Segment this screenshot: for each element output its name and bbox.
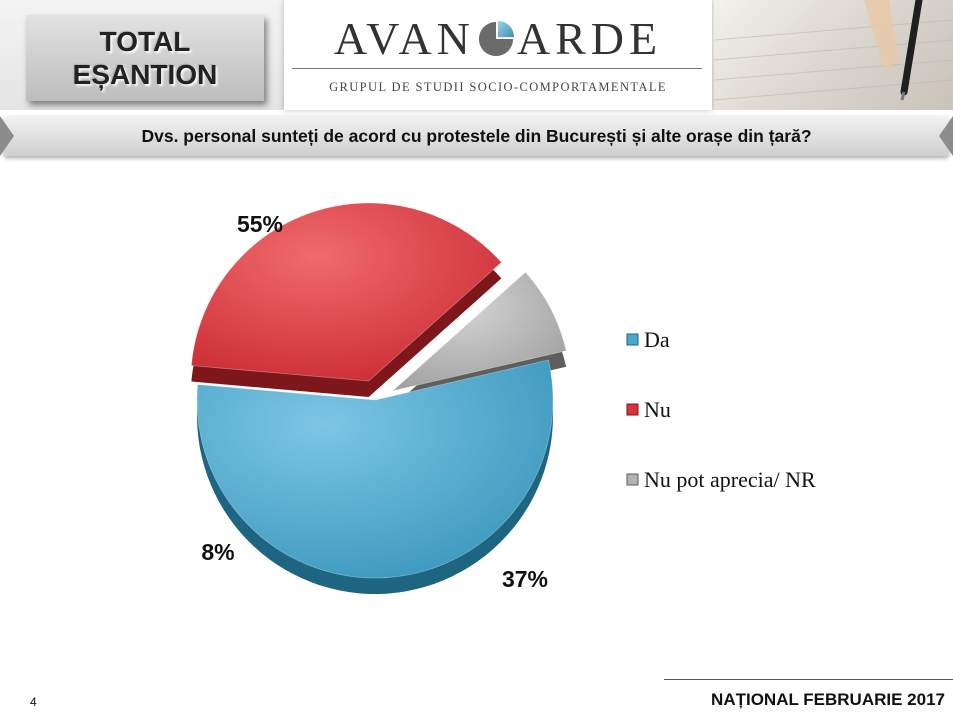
data-label-da: 55% <box>237 211 283 237</box>
badge-line-1: TOTAL <box>99 26 191 57</box>
logo-wordmark: AVAN ARDE <box>284 12 712 65</box>
logo-divider <box>292 68 702 69</box>
pie-slice-nu <box>190 202 502 382</box>
logo-subtitle: GRUPUL DE STUDII SOCIO-COMPORTAMENTALE <box>329 80 667 94</box>
data-label-nu: 37% <box>502 566 548 592</box>
page-number: 4 <box>30 695 37 709</box>
header-photo <box>714 0 953 110</box>
legend-label-da: Da <box>644 327 670 352</box>
pie-slice-nu-pot-aprecia-nr <box>392 271 567 392</box>
legend-label-nu-pot-aprecia-nr: Nu pot aprecia/ NR <box>644 467 816 492</box>
logo-g-icon <box>478 20 514 57</box>
data-label-nu-pot-aprecia-nr: 8% <box>201 539 234 565</box>
header: TOTAL EȘANTION AVAN ARDE GRUPUL DE STUDI… <box>0 0 953 110</box>
footer-label: NAȚIONAL FEBRUARIE 2017 <box>711 690 945 709</box>
legend-label-nu: Nu <box>644 397 671 422</box>
question-banner: Dvs. personal sunteți de acord cu protes… <box>4 116 949 156</box>
sample-badge: TOTAL EȘANTION <box>26 15 264 101</box>
avangarde-logo: AVAN ARDE GRUPUL DE STUDII SOCIO-COMPORT… <box>284 0 712 110</box>
legend-swatch-da <box>626 333 639 346</box>
logo-right-text: ARDE <box>516 13 663 64</box>
question-text: Dvs. personal sunteți de acord cu protes… <box>141 125 812 146</box>
legend-swatch-nu <box>626 403 639 416</box>
legend-swatch-nu-pot-aprecia-nr <box>626 473 639 486</box>
pen-photo-icon <box>714 0 953 101</box>
badge-line-2: EȘANTION <box>72 59 218 90</box>
footer-divider <box>664 679 953 680</box>
pie-slice-da <box>196 359 554 579</box>
logo-left-text: AVAN <box>333 13 475 64</box>
